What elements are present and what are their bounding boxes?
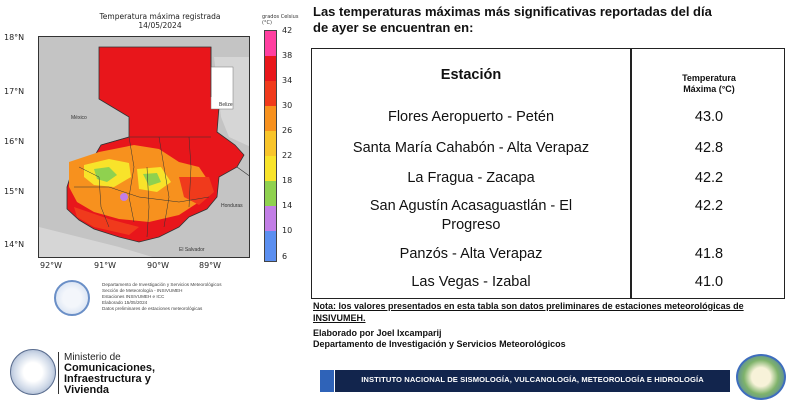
headline-line-2: de ayer se encuentran en: (313, 20, 474, 35)
max-temperature-table: Estación Temperatura Máxima (°C) Flores … (311, 48, 785, 299)
insivumeh-logo (736, 354, 786, 400)
ministry-divider (58, 352, 59, 394)
map-credit-line-4: Elaborado 15/05/2024 (102, 300, 148, 305)
colorbar-tick-30: 30 (282, 101, 293, 110)
colorbar-tick-26: 26 (282, 126, 293, 135)
headline: Las temperaturas máximas más significati… (313, 4, 793, 36)
ministry-name-line-4: Vivienda (64, 384, 110, 396)
colorbar-segment-18 (265, 181, 276, 206)
colorbar-title: grados Celsius (°C) (262, 14, 299, 26)
department-borders (74, 136, 211, 238)
lon-label-91: 91°W (94, 261, 117, 270)
lat-label-18: 18°N (4, 33, 25, 42)
guatemala-government-seal (10, 349, 56, 395)
colorbar-tick-10: 10 (282, 226, 293, 235)
map-credit-line-5: Datos preliminares de estaciones meteoro… (102, 306, 203, 311)
lat-label-17: 17°N (4, 87, 25, 96)
department-name: Departamento de Investigación y Servicio… (313, 339, 566, 349)
lon-label-89: 89°W (199, 261, 222, 270)
colorbar-tick-18: 18 (282, 176, 293, 185)
header-station: Estación (440, 67, 502, 83)
colorbar-tick-6: 6 (282, 252, 288, 261)
temperature-map-panel: Temperatura máxima registrada 14/05/2024… (0, 0, 305, 270)
colorbar-segment-22 (265, 156, 276, 181)
header-temperature-line-1: Temperatura (682, 73, 736, 83)
lon-label-90: 90°W (147, 261, 170, 270)
table-row-station: Santa María Cahabón - Alta Verapaz (352, 140, 590, 156)
colorbar-segment-38 (265, 56, 276, 81)
ministry-name-line-1: Ministerio de (64, 352, 121, 363)
colorbar-tick-14: 14 (282, 201, 293, 210)
ministry-name-line-2: Comunicaciones, (64, 362, 156, 374)
header-temperature: Temperatura Máxima (°C) (632, 73, 786, 95)
map-credit-line-3: Estaciones INSIVUMEH e ICC (102, 294, 165, 299)
pacific-ocean (39, 227, 153, 257)
lat-label-14: 14°N (4, 240, 25, 249)
map-title: Temperatura máxima registrada 14/05/2024 (60, 12, 260, 30)
headline-line-1: Las temperaturas máximas más significati… (313, 4, 712, 19)
insivumeh-small-logo (54, 280, 90, 316)
cool-area-green-1 (94, 167, 117, 182)
region-label-mexico: México (71, 115, 87, 121)
footer-accent-bar (320, 370, 334, 392)
map-svg (39, 37, 249, 257)
colorbar-segment-30 (265, 106, 276, 131)
map-credit-line-1: Departamento de Investigación y Servicio… (102, 282, 222, 287)
table-row-station: San Agustín Acasaguastlán - El (369, 198, 573, 214)
table-row-temp: 42.2 (694, 198, 724, 214)
map-credits: Departamento de Investigación y Servicio… (102, 282, 292, 312)
table-note: Nota: los valores presentados en esta ta… (313, 301, 793, 324)
table-row-temp: 41.8 (694, 246, 724, 262)
table-row-station: Las Vegas - Izabal (411, 274, 531, 290)
table-row-temp: 41.0 (694, 274, 724, 290)
institute-banner: INSTITUTO NACIONAL DE SISMOLOGÍA, VULCAN… (335, 370, 730, 392)
motagua-valley-hot (179, 177, 214, 205)
region-label-belize: Belize (219, 102, 233, 108)
colorbar-segment-42 (265, 31, 276, 56)
temperature-colorbar (264, 30, 277, 262)
elaborated-by: Elaborado por Joel Ixcamparij (313, 328, 442, 338)
map-credit-line-2: Sección de Meteorología - INSIVUMEH (102, 288, 183, 293)
colorbar-segment-34 (265, 81, 276, 106)
note-label: Nota: (313, 301, 336, 311)
lon-label-92: 92°W (40, 261, 63, 270)
guatemala-temperature-map: México Belize Honduras El Salvador (38, 36, 250, 258)
table-row-temp: 42.8 (694, 140, 724, 156)
table-column-divider (630, 49, 632, 298)
table-row-station: Panzós - Alta Verapaz (399, 246, 543, 262)
note-text: los valores presentados en esta tabla so… (313, 301, 744, 323)
colorbar-tick-38: 38 (282, 51, 293, 60)
lat-label-16: 16°N (4, 137, 25, 146)
table-row-temp: 43.0 (694, 109, 724, 125)
institute-name: INSTITUTO NACIONAL DE SISMOLOGÍA, VULCAN… (361, 375, 704, 384)
ministry-name-line-3: Infraestructura y (64, 373, 151, 385)
map-date: 14/05/2024 (138, 21, 182, 30)
map-title-text: Temperatura máxima registrada (99, 12, 221, 21)
colorbar-segment-26 (265, 131, 276, 156)
header-temperature-line-2: Máxima (°C) (683, 84, 735, 94)
table-row-station-continued: Progreso (441, 217, 501, 233)
colorbar-tick-34: 34 (282, 76, 293, 85)
region-label-honduras: Honduras (221, 203, 243, 209)
cool-area-purple (120, 193, 128, 201)
region-label-el-salvador: El Salvador (179, 247, 205, 253)
lat-label-15: 15°N (4, 187, 25, 196)
table-row-temp: 42.2 (694, 170, 724, 186)
honduras-border (236, 166, 249, 176)
table-row-station: La Fragua - Zacapa (407, 170, 535, 186)
colorbar-tick-42: 42 (282, 26, 293, 35)
colorbar-segment-14 (265, 206, 276, 231)
colorbar-tick-22: 22 (282, 151, 293, 160)
table-row-station: Flores Aeropuerto - Petén (387, 109, 555, 125)
colorbar-segment-10 (265, 231, 276, 261)
